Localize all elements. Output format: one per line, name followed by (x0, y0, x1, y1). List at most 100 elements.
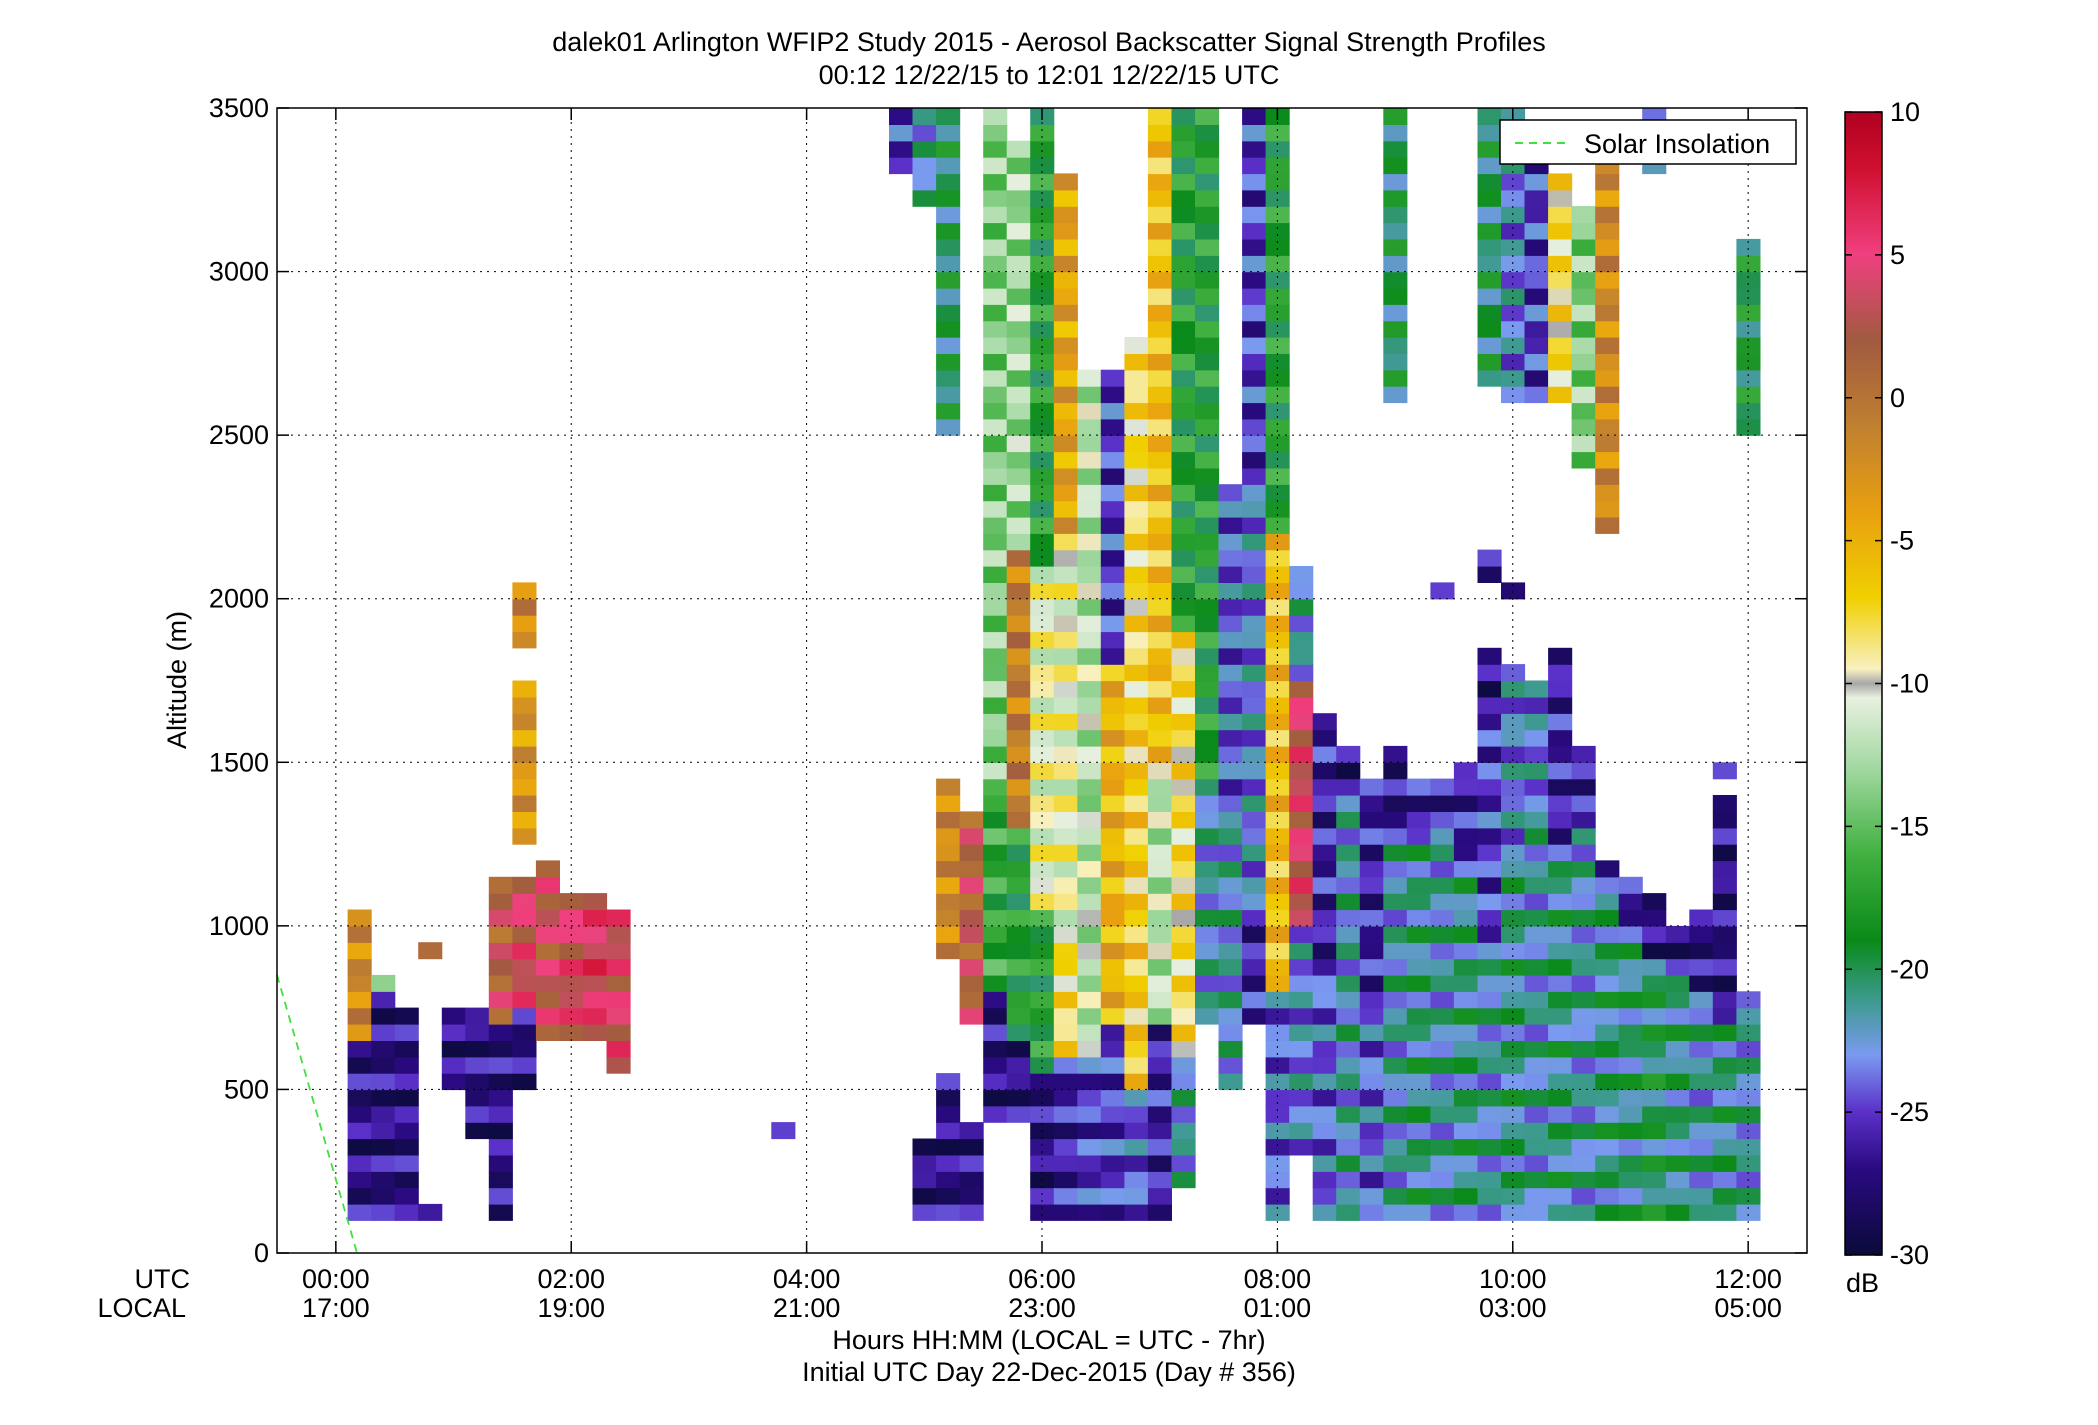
heatmap-cell (1736, 238, 1761, 256)
heatmap-cell (1712, 1056, 1737, 1074)
heatmap-cell (1595, 386, 1620, 404)
heatmap-cell (535, 1024, 560, 1041)
heatmap-cell (1171, 320, 1196, 338)
heatmap-cell (1077, 484, 1102, 502)
heatmap-cell (465, 1056, 490, 1074)
heatmap-cell (1501, 189, 1526, 207)
heatmap-cell (1571, 337, 1596, 354)
y-tick-label: 2500 (209, 420, 269, 450)
heatmap-cell (1100, 631, 1125, 649)
heatmap-cell (1383, 1105, 1408, 1123)
heatmap-cell (1265, 271, 1290, 289)
heatmap-cell (1100, 1007, 1125, 1025)
heatmap-cell (1289, 893, 1314, 911)
heatmap-cell (559, 909, 584, 927)
heatmap-cell (1665, 1203, 1690, 1221)
heatmap-cell (371, 1056, 396, 1074)
heatmap-cell (1077, 713, 1102, 731)
heatmap-cell (1242, 140, 1267, 158)
heatmap-cell (1147, 762, 1172, 780)
heatmap-cell (1689, 1187, 1714, 1205)
heatmap-cell (347, 1187, 372, 1205)
heatmap-cell (1430, 827, 1455, 845)
heatmap-cell (1265, 287, 1290, 305)
heatmap-cell (1053, 860, 1078, 878)
y-axis-label: Altitude (m) (162, 611, 192, 749)
heatmap-cell (1336, 1105, 1361, 1123)
heatmap-cell (1218, 1007, 1243, 1025)
heatmap-cell (936, 255, 961, 273)
heatmap-cell (1242, 958, 1267, 976)
heatmap-cell (347, 1024, 372, 1041)
heatmap-cell (1312, 1105, 1337, 1123)
heatmap-cell (1171, 157, 1196, 175)
heatmap-cell (1006, 320, 1031, 338)
heatmap-cell (1053, 435, 1078, 453)
heatmap-cell (936, 1105, 961, 1123)
heatmap-cell (983, 860, 1008, 878)
heatmap-cell (1359, 795, 1384, 812)
heatmap-cell (1712, 909, 1737, 927)
heatmap-cell (1100, 1154, 1125, 1172)
heatmap-cell (1595, 337, 1620, 354)
heatmap-cell (1218, 827, 1243, 845)
heatmap-cell (1383, 811, 1408, 829)
colorbar-tick-label: -30 (1890, 1240, 1929, 1270)
heatmap-cell (1242, 435, 1267, 453)
heatmap-cell (959, 1122, 984, 1140)
heatmap-cell (983, 778, 1008, 796)
heatmap-cell (535, 876, 560, 894)
heatmap-cell (1453, 1040, 1478, 1058)
heatmap-cell (1477, 1040, 1502, 1058)
heatmap-cell (1571, 418, 1596, 436)
heatmap-cell (1242, 729, 1267, 747)
heatmap-cell (1618, 1007, 1643, 1025)
heatmap-cell (1430, 1171, 1455, 1189)
heatmap-cell (1006, 598, 1031, 616)
heatmap-cell (1383, 974, 1408, 992)
heatmap-cell (1571, 827, 1596, 845)
heatmap-cell (1147, 206, 1172, 224)
heatmap-cell (1218, 1024, 1243, 1041)
y-tick-label: 3000 (209, 257, 269, 287)
heatmap-cell (1336, 1203, 1361, 1221)
x-tick-label-utc: 02:00 (537, 1264, 605, 1294)
heatmap-cell (1312, 713, 1337, 731)
heatmap-cell (1100, 778, 1125, 796)
heatmap-cell (1665, 1056, 1690, 1074)
heatmap-cell (1124, 827, 1149, 845)
heatmap-cell (1242, 860, 1267, 878)
heatmap-cell (1524, 1122, 1549, 1140)
heatmap-cell (1006, 1007, 1031, 1025)
heatmap-cell (1595, 287, 1620, 305)
heatmap-cell (1265, 811, 1290, 829)
heatmap-cell (983, 631, 1008, 649)
heatmap-cell (1100, 893, 1125, 911)
heatmap-cell (1383, 1024, 1408, 1041)
heatmap-cell (1453, 1089, 1478, 1107)
heatmap-cell (1100, 1171, 1125, 1189)
heatmap-cell (1383, 108, 1408, 125)
heatmap-cell (1336, 844, 1361, 862)
heatmap-cell (1477, 958, 1502, 976)
heatmap-cell (1689, 1105, 1714, 1123)
heatmap-cell (983, 108, 1008, 125)
heatmap-cell (1195, 762, 1220, 780)
heatmap-cell (983, 451, 1008, 469)
heatmap-cell (1312, 729, 1337, 747)
heatmap-cell (1053, 647, 1078, 665)
heatmap-cell (1312, 1073, 1337, 1091)
heatmap-cell (1077, 958, 1102, 976)
heatmap-cell (1524, 353, 1549, 371)
heatmap-cell (1006, 549, 1031, 567)
heatmap-cell (1077, 942, 1102, 960)
heatmap-cell (1147, 189, 1172, 207)
heatmap-cell (1265, 991, 1290, 1009)
heatmap-cell (1736, 369, 1761, 387)
heatmap-cell (1383, 320, 1408, 338)
heatmap-cell (1030, 337, 1055, 354)
heatmap-cell (1383, 795, 1408, 812)
heatmap-cell (1195, 189, 1220, 207)
heatmap-cell (606, 1056, 631, 1074)
